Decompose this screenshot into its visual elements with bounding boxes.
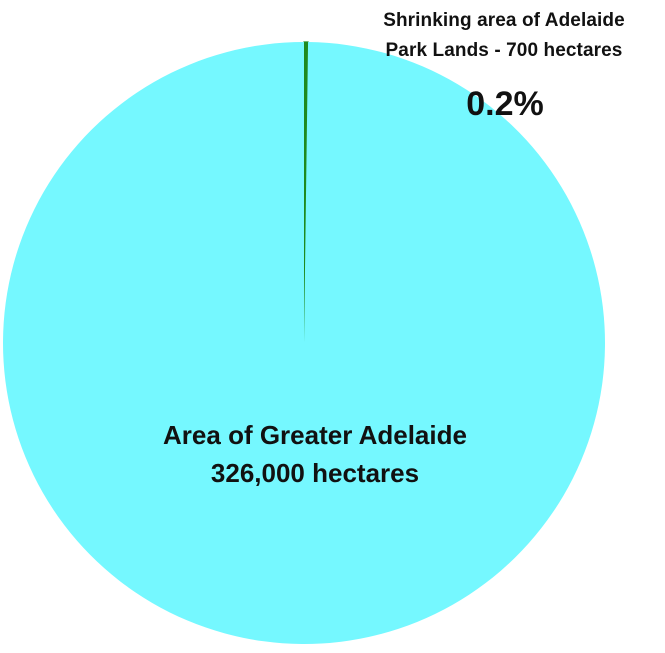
pie-slice-area-of-greater-adelaide xyxy=(3,42,606,644)
park-lands-annotation: Shrinking area of Adelaide Park Lands - … xyxy=(346,6,662,66)
park-lands-percent-label: 0.2% xyxy=(466,85,544,123)
greater-adelaide-label-line2: 326,000 hectares xyxy=(210,458,420,488)
greater-adelaide-label-line1: Area of Greater Adelaide xyxy=(163,420,467,450)
park-lands-label-line2: Park Lands - 700 hectares xyxy=(385,40,623,61)
pie-slices xyxy=(3,41,606,644)
pie-slice-shrinking-area-of-adelaide-park-lands xyxy=(303,41,309,344)
park-lands-label-line1: Shrinking area of Adelaide xyxy=(383,10,625,31)
greater-adelaide-annotation: Area of Greater Adelaide 326,000 hectare… xyxy=(100,416,530,492)
